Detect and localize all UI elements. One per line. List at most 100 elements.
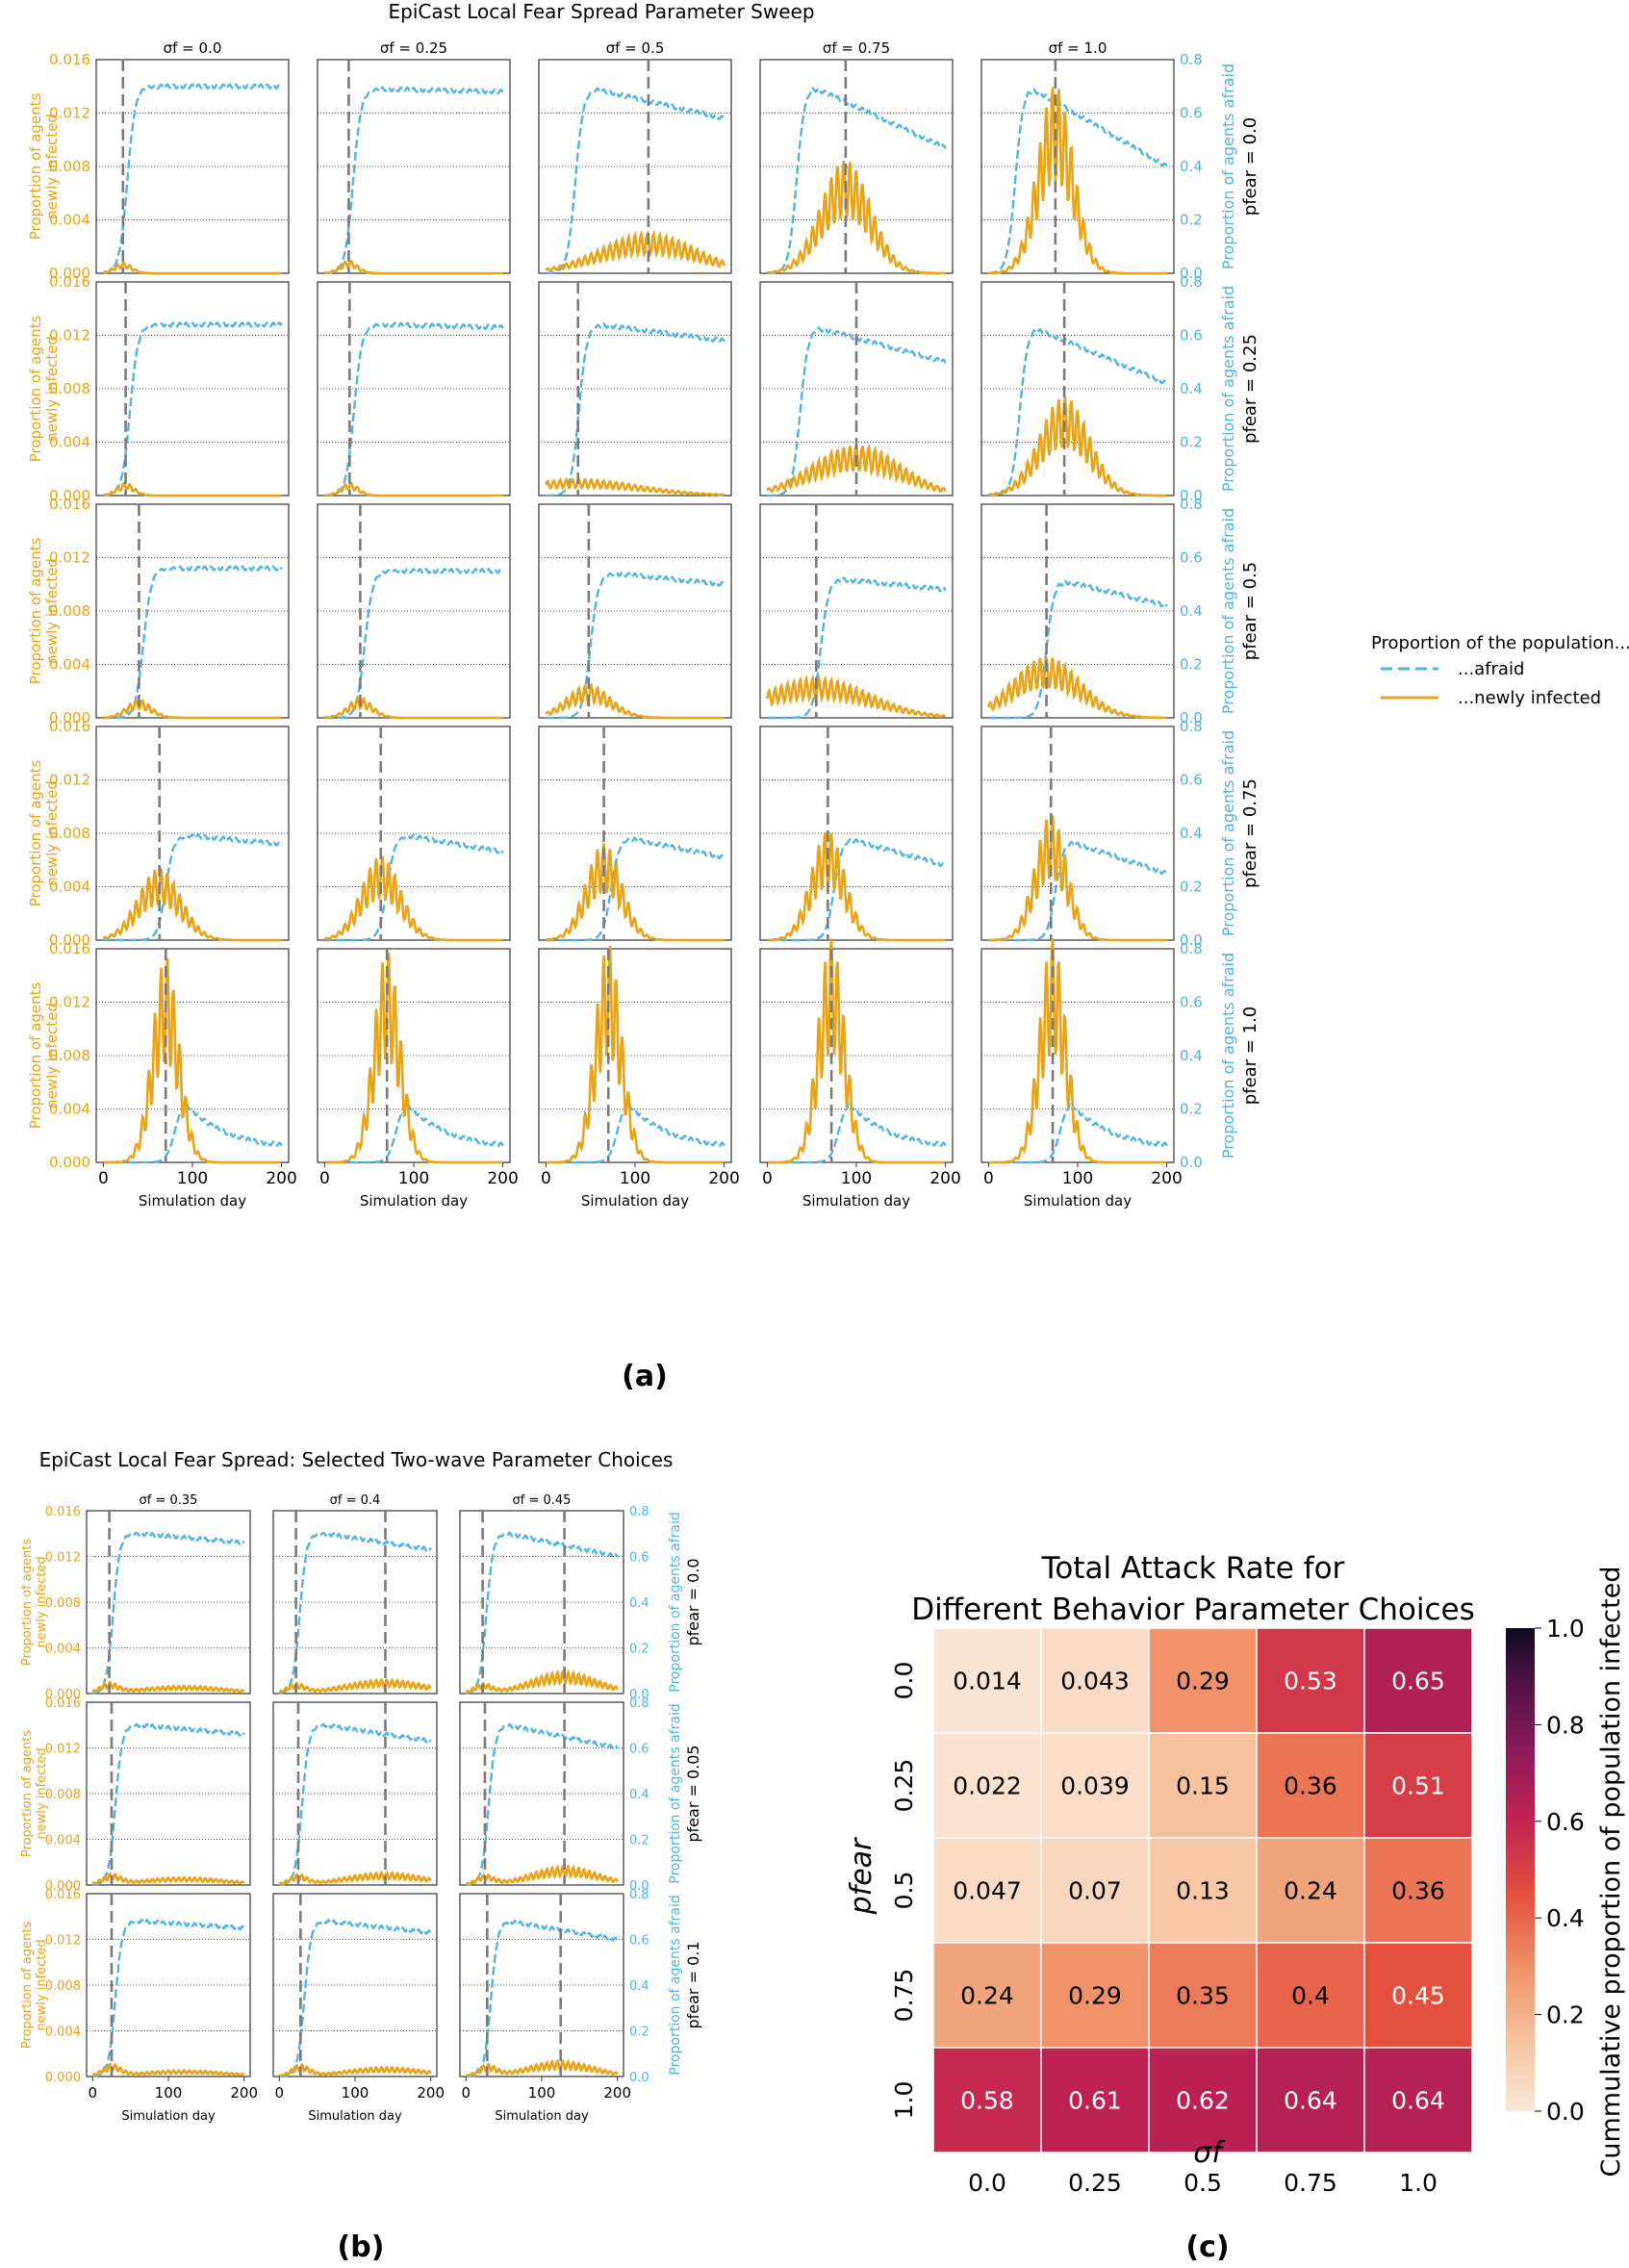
subplot-r1-c2: 0.0 0.2 0.4 0.6 0.8 Proportion of agents afra… <box>459 1696 702 1894</box>
heatmap-cell <box>1256 1627 1365 1734</box>
xtick-label: 200 <box>266 1169 296 1188</box>
subplot-r3-c3 <box>759 726 954 942</box>
column-header: σf = 0.5 <box>606 39 665 57</box>
heatmap-cell <box>1256 1732 1365 1839</box>
heatmap-cell-value: 0.61 <box>1068 2087 1122 2115</box>
subplot-r1-c3 <box>759 281 954 497</box>
heatmap-ytick-label: 0.75 <box>890 1969 918 2023</box>
heatmap-cell <box>1148 1837 1258 1944</box>
xtick-label: 100 <box>177 1169 208 1188</box>
legend-afraid-label: ...afraid <box>1458 659 1524 679</box>
heatmap-ylabel: pfear <box>845 1837 878 1915</box>
xtick-label: 200 <box>230 2084 258 2102</box>
ytick-left-label: 0.000 <box>45 2071 81 2085</box>
heatmap-cell-value: 0.29 <box>1068 1982 1122 2010</box>
heatmap-xtick-label: 0.5 <box>1184 2169 1222 2197</box>
ytick-left-label: 0.000 <box>49 709 90 726</box>
series-afraid-line <box>988 578 1168 720</box>
xtick-label: 100 <box>620 1169 650 1188</box>
subplot-r2-c4: 0.0 0.2 0.4 0.6 0.8 Proportion of agents afra… <box>980 496 1260 726</box>
ylabel-left: Proportion of agentsnewly infected <box>27 316 61 463</box>
subplot-frame <box>459 1701 624 1886</box>
heatmap-cell-value: 0.35 <box>1176 1982 1230 2010</box>
ytick-left-label: 0.012 <box>45 1551 81 1566</box>
legend-infected-label: ...newly infected <box>1458 688 1601 708</box>
subplot-r1-c1 <box>317 281 511 497</box>
series-infected-line <box>102 261 282 275</box>
subplot-frame <box>980 281 1175 497</box>
ytick-right-label: 0.8 <box>1180 51 1203 68</box>
heatmap-cell-value: 0.36 <box>1391 1877 1445 1905</box>
heatmap-cell-value: 0.58 <box>960 2087 1014 2115</box>
ytick-right-label: 0.4 <box>1180 602 1203 620</box>
heatmap-cell-value: 0.64 <box>1391 2087 1445 2115</box>
ylabel-right: Proportion of agents afraid <box>1219 730 1237 936</box>
ytick-left-label: 0.016 <box>45 1505 81 1519</box>
ytick-left-label: 0.000 <box>49 487 90 504</box>
series-afraid-line <box>767 1100 947 1164</box>
column-header: σf = 0.45 <box>513 1493 572 1508</box>
ytick-right-label: 0.6 <box>1180 105 1203 122</box>
series-afraid-line <box>103 321 283 497</box>
ytick-right-label: 0.8 <box>629 1696 649 1711</box>
subplot-frame <box>980 503 1175 719</box>
series-afraid-line <box>92 1918 245 2077</box>
series-afraid-line <box>767 576 947 720</box>
subplot-r0-c0: 0.000 0.004 0.008 0.012 0.016 Proportion of a… <box>20 1493 251 1702</box>
panel-c-title-line1: Total Attack Rate for <box>1041 1551 1345 1586</box>
series-afraid-line <box>324 321 504 497</box>
row-header: pfear = 0.0 <box>684 1558 702 1645</box>
column-header: σf = 0.4 <box>330 1493 381 1508</box>
series-afraid-line <box>92 1531 245 1695</box>
series-infected-line <box>324 481 503 497</box>
subplot-r3-c0: 0.000 0.004 0.008 0.012 0.016 Proportion of a… <box>27 718 290 949</box>
series-afraid-line <box>546 321 725 497</box>
series-afraid-line <box>466 1531 619 1695</box>
ytick-left-label: 0.000 <box>49 265 90 282</box>
ytick-left-label: 0.016 <box>49 940 90 957</box>
ytick-left-label: 0.000 <box>45 1879 81 1894</box>
column-header: σf = 0.35 <box>140 1493 198 1508</box>
ytick-left-label: 0.016 <box>49 273 90 291</box>
heatmap-cell-value: 0.043 <box>1060 1668 1130 1695</box>
ytick-right-label: 0.4 <box>629 1979 649 1994</box>
panel-c: Total Attack Rate for Different Behavior… <box>845 1551 1626 2264</box>
heatmap-cell-value: 0.45 <box>1391 1982 1445 2010</box>
ytick-right-label: 0.8 <box>1180 940 1203 957</box>
ytick-left-label: 0.008 <box>45 1596 81 1611</box>
subplot-r2-c3 <box>759 503 954 720</box>
column-header: σf = 0.25 <box>380 39 447 57</box>
row-header: pfear = 0.05 <box>684 1745 702 1842</box>
subplot-frame <box>759 59 954 274</box>
subplot-r0-c4: 0.0 0.2 0.4 0.6 0.8 Proportion of agents afra… <box>980 39 1260 282</box>
row-header: pfear = 0.0 <box>1240 117 1260 216</box>
xlabel: Simulation day <box>802 1192 910 1210</box>
xlabel: Simulation day <box>1024 1192 1132 1210</box>
series-infected-line <box>545 681 725 720</box>
series-infected-line <box>278 1677 432 1694</box>
subplot-frame <box>538 503 732 719</box>
series-afraid-line <box>988 840 1168 942</box>
heatmap-cell-value: 0.047 <box>953 1877 1022 1905</box>
series-infected-line <box>767 831 946 942</box>
ytick-right-label: 0.8 <box>629 1888 649 1902</box>
series-afraid-line <box>466 1919 619 2078</box>
colorbar: 0.0 0.2 0.4 0.6 0.8 1.0 <box>1506 1615 1585 2126</box>
heatmap-xlabel: σf <box>1193 2136 1226 2170</box>
subplot-r3-c1 <box>317 726 511 942</box>
heatmap-cell <box>1363 2047 1473 2153</box>
heatmap-cell-value: 0.022 <box>953 1772 1022 1800</box>
series-afraid-line <box>988 88 1168 274</box>
ytick-left-label: 0.016 <box>45 1696 81 1711</box>
subplot-r0-c3: σf = 0.75 <box>759 39 954 275</box>
xlabel: Simulation day <box>121 2109 216 2124</box>
ytick-right-label: 0.2 <box>629 1643 649 1657</box>
subplot-frame <box>980 59 1175 274</box>
ytick-right-label: 0.0 <box>629 2071 649 2085</box>
series-infected-line <box>278 1871 432 1885</box>
series-infected-line <box>546 843 725 942</box>
xtick-label: 100 <box>528 2084 556 2102</box>
colorbar-tick-label: 0.6 <box>1546 1808 1585 1836</box>
subplot-r0-c2: σf = 0.5 <box>538 39 732 275</box>
series-afraid-line <box>546 571 725 720</box>
